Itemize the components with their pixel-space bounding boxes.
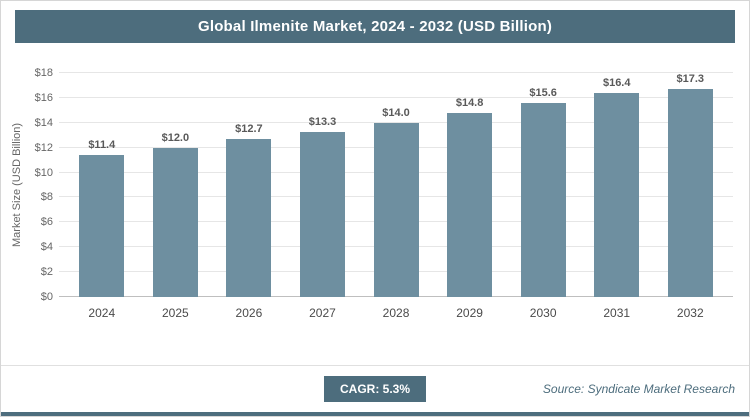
bar-group: $14.8 bbox=[433, 73, 507, 297]
bar-value-label: $11.4 bbox=[88, 139, 116, 152]
x-tick-label: 2028 bbox=[382, 306, 410, 320]
bar-value-label: $12.0 bbox=[161, 131, 190, 144]
y-axis-ticks: $0 $2 $4 $6 $8 $10 $12 $14 $16 $18 bbox=[25, 67, 59, 303]
bar bbox=[520, 102, 566, 297]
x-tick-label: 2024 bbox=[88, 306, 116, 320]
y-tick-label: $12 bbox=[34, 141, 53, 154]
bar-value-label: $12.7 bbox=[235, 122, 263, 135]
bar-value-label: $16.4 bbox=[602, 76, 631, 89]
bar-group: $13.3 bbox=[286, 73, 360, 297]
bar-group: $14.0 bbox=[359, 73, 433, 297]
bar bbox=[79, 155, 125, 297]
plot-row: $0 $2 $4 $6 $8 $10 $12 $14 $16 $18 $11.4 $12.0 $12.… bbox=[25, 67, 733, 303]
bar bbox=[594, 92, 640, 297]
bar-value-label: $13.3 bbox=[308, 115, 337, 128]
y-tick-label: $4 bbox=[40, 241, 53, 254]
y-tick-label: $6 bbox=[40, 216, 53, 229]
y-tick-label: $18 bbox=[34, 67, 53, 79]
gridline bbox=[59, 96, 733, 98]
bar-value-label: $14.0 bbox=[382, 106, 410, 119]
gridline bbox=[59, 72, 733, 73]
bar-group: $16.4 bbox=[580, 73, 654, 297]
x-tick-label: 2029 bbox=[456, 306, 483, 320]
source-text: Source: Syndicate Market Research bbox=[542, 382, 735, 396]
y-tick-label: $14 bbox=[34, 116, 53, 129]
chart-footer: CAGR: 5.3% Source: Syndicate Market Rese… bbox=[1, 365, 749, 412]
bar-group: $15.6 bbox=[506, 73, 580, 297]
bar bbox=[447, 112, 493, 297]
x-tick-label: 2030 bbox=[529, 306, 557, 320]
bar-group: $11.4 bbox=[65, 73, 139, 297]
gridline bbox=[59, 121, 733, 123]
x-tick-label: 2027 bbox=[309, 306, 336, 320]
x-tick-label: 2025 bbox=[161, 306, 189, 320]
x-tick-label: 2031 bbox=[603, 306, 631, 320]
y-tick-label: $10 bbox=[34, 166, 53, 179]
bar bbox=[152, 147, 198, 297]
chart-title: Global Ilmenite Market, 2024 - 2032 (USD… bbox=[15, 10, 735, 43]
bar bbox=[299, 131, 345, 297]
y-tick-label: $16 bbox=[34, 91, 53, 104]
y-tick-label: $0 bbox=[40, 291, 53, 303]
plot-area: $11.4 $12.0 $12.7 $13.3 $14.0 $14.8 $15.6 $16.4… bbox=[59, 72, 733, 297]
bar-value-label: $15.6 bbox=[529, 86, 557, 99]
bar-value-label: $14.8 bbox=[455, 96, 484, 109]
bottom-accent-bar bbox=[1, 412, 749, 416]
plot-column: $0 $2 $4 $6 $8 $10 $12 $14 $16 $18 $11.4 $12.0 $12.… bbox=[25, 67, 733, 320]
cagr-badge: CAGR: 5.3% bbox=[323, 376, 427, 402]
bar-group: $12.0 bbox=[139, 73, 213, 297]
bar bbox=[226, 138, 272, 297]
bar-value-label: $17.3 bbox=[676, 73, 705, 85]
y-tick-label: $2 bbox=[40, 266, 53, 279]
bar-group: $12.7 bbox=[212, 73, 286, 297]
y-tick-label: $8 bbox=[40, 191, 53, 204]
bar-group: $17.3 bbox=[654, 73, 728, 297]
x-tick-label: 2032 bbox=[676, 306, 704, 320]
bars-row: $11.4 $12.0 $12.7 $13.3 $14.0 $14.8 $15.6 $16.4… bbox=[59, 73, 733, 297]
x-tick-label: 2026 bbox=[235, 306, 263, 320]
bar bbox=[373, 122, 419, 297]
chart-body: Market Size (USD Billion) $0 $2 $4 $6 $8 $10 $… bbox=[1, 67, 749, 320]
bar bbox=[667, 89, 713, 297]
y-axis-title: Market Size (USD Billion) bbox=[11, 122, 23, 248]
x-axis-labels: 2024 2025 2026 2027 2028 2029 2030 2031 2032 bbox=[59, 306, 733, 320]
